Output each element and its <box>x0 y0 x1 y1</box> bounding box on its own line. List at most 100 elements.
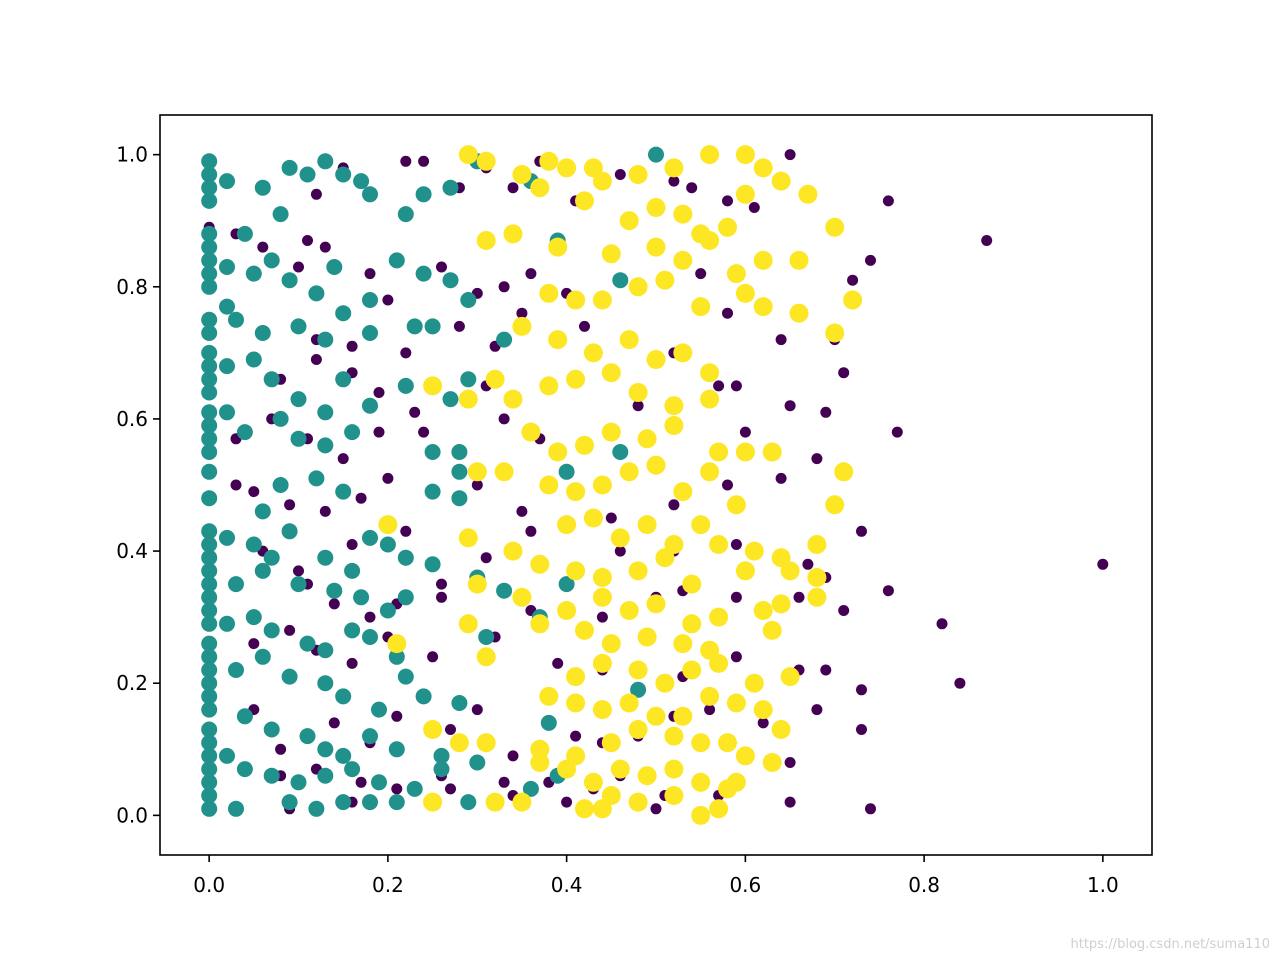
scatter-point <box>418 155 430 167</box>
scatter-point <box>843 290 863 310</box>
scatter-point <box>275 743 287 755</box>
scatter-point <box>512 316 532 336</box>
scatter-point <box>757 717 769 729</box>
scatter-point <box>378 515 398 535</box>
scatter-point <box>780 561 800 581</box>
scatter-point <box>201 734 218 751</box>
scatter-point <box>476 733 496 753</box>
scatter-point <box>317 549 334 566</box>
scatter-point <box>290 318 307 335</box>
scatter-point <box>201 463 218 480</box>
scatter-point <box>391 783 403 795</box>
scatter-point <box>811 453 823 465</box>
scatter-point <box>272 477 289 493</box>
scatter-point <box>512 792 532 812</box>
scatter-point <box>201 311 218 328</box>
scatter-point <box>379 536 396 553</box>
scatter-point <box>308 800 325 817</box>
scatter-point <box>387 634 407 654</box>
scatter-point <box>648 146 664 163</box>
scatter-point <box>201 800 218 817</box>
scatter-point <box>558 463 575 480</box>
scatter-point <box>424 318 441 335</box>
scatter-point <box>228 800 244 817</box>
scatter-point <box>436 591 447 603</box>
scatter-point <box>388 648 405 665</box>
scatter-point <box>201 278 218 295</box>
scatter-point <box>601 363 621 383</box>
scatter-point <box>442 391 459 408</box>
watermark: https://blog.csdn.net/suma110 <box>1070 937 1270 952</box>
scatter-point <box>592 290 612 310</box>
x-tick-label: 0.8 <box>908 873 940 897</box>
scatter-point <box>583 772 603 792</box>
scatter-point <box>317 675 334 692</box>
scatter-point <box>784 757 796 768</box>
scatter-point <box>458 528 478 548</box>
scatter-point <box>458 389 478 409</box>
scatter-point <box>682 574 702 594</box>
scatter-point <box>302 235 313 246</box>
scatter-point <box>596 611 608 623</box>
scatter-point <box>709 653 729 673</box>
scatter-point <box>557 601 577 620</box>
scatter-point <box>201 179 218 196</box>
scatter-point <box>424 444 441 460</box>
scatter-point <box>436 261 447 273</box>
scatter-point <box>458 145 478 165</box>
scatter-point <box>525 525 537 537</box>
scatter-point <box>290 576 307 593</box>
scatter-point <box>628 720 648 739</box>
scatter-point <box>344 761 361 778</box>
scatter-point <box>201 615 218 632</box>
scatter-point <box>610 759 630 779</box>
scatter-point <box>424 483 441 500</box>
scatter-point <box>406 780 423 797</box>
scatter-point <box>293 565 304 577</box>
scatter-point <box>442 179 459 196</box>
scatter-point <box>201 252 218 269</box>
x-tick-label: 0.2 <box>372 873 404 897</box>
scatter-point <box>655 548 675 568</box>
scatter-point <box>811 704 823 716</box>
scatter-point <box>335 747 352 764</box>
plot-area <box>160 115 1152 855</box>
scatter-point <box>201 225 218 242</box>
scatter-point <box>709 799 729 819</box>
scatter-point <box>230 479 242 491</box>
scatter-point <box>566 667 586 687</box>
scatter-point <box>748 202 760 213</box>
scatter-point <box>317 642 334 659</box>
scatter-point <box>882 585 894 597</box>
scatter-point <box>254 503 271 520</box>
y-tick-label: 0.4 <box>116 539 148 563</box>
scatter-point <box>820 406 832 418</box>
scatter-point <box>498 776 510 788</box>
scatter-point <box>299 166 316 183</box>
scatter-point <box>628 792 648 812</box>
scatter-point <box>423 376 443 396</box>
scatter-point <box>704 704 716 716</box>
scatter-point <box>619 693 639 713</box>
scatter-point <box>319 241 331 253</box>
axis-ticks: 0.0 0.2 0.4 0.6 0.8 1.0 0.0 0.2 0.4 0.6 0.8 1.0 <box>116 143 1119 897</box>
scatter-point <box>406 318 423 335</box>
scatter-point <box>583 343 603 363</box>
scatter-point <box>650 803 662 815</box>
scatter-point <box>201 490 218 507</box>
scatter-point <box>807 535 827 554</box>
scatter-point <box>592 653 612 673</box>
y-tick-label: 0.8 <box>116 275 148 299</box>
scatter-point <box>673 250 693 270</box>
scatter-point <box>637 429 657 449</box>
scatter-point <box>730 539 742 550</box>
scatter-point <box>552 657 564 669</box>
scatter-point <box>646 198 666 217</box>
scatter-point <box>753 601 773 620</box>
scatter-point <box>201 344 218 361</box>
scatter-point <box>784 149 796 161</box>
scatter-point <box>263 622 280 639</box>
plot-frame <box>159 114 1153 856</box>
scatter-point <box>802 558 814 570</box>
